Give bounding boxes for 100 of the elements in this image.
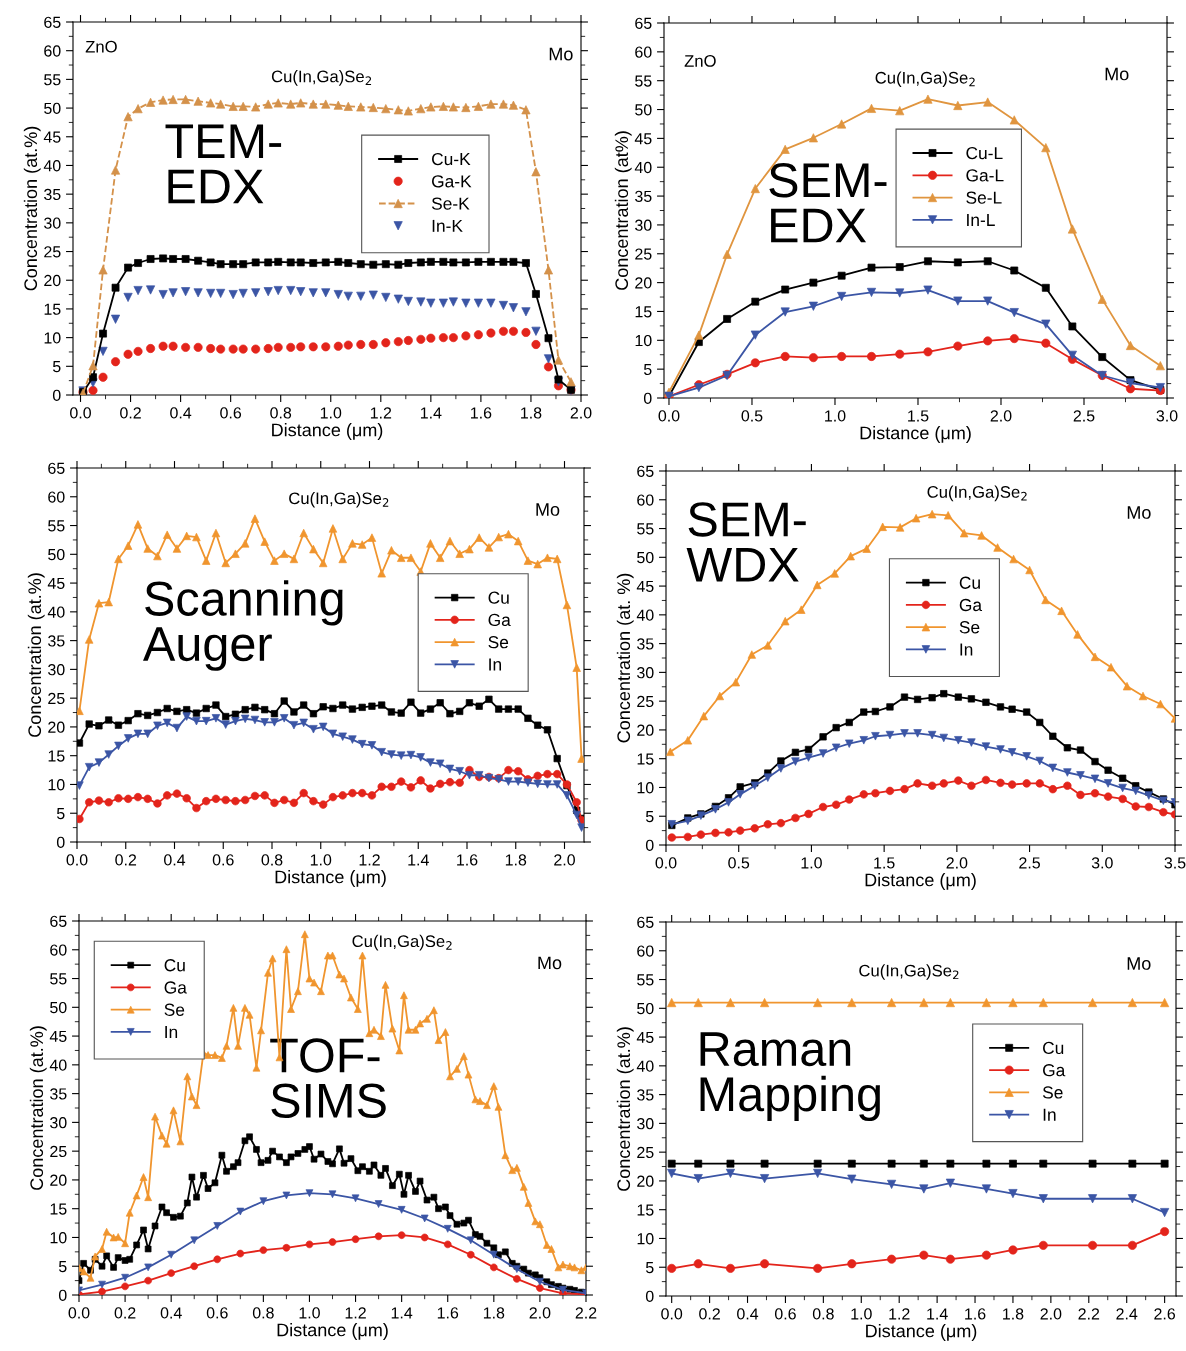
y-tick-label: 45 <box>43 131 61 143</box>
x-tick-label: 2.0 <box>570 407 592 419</box>
y-tick-label: 55 <box>48 520 65 532</box>
x-tick-label: 2.0 <box>529 1307 551 1319</box>
y-tick-label: 35 <box>637 1089 654 1101</box>
legend-label: Ga <box>1043 1064 1066 1077</box>
y-tick-label: 55 <box>635 75 652 87</box>
y-tick-label: 0 <box>58 1289 67 1301</box>
legend-label: In <box>960 643 973 656</box>
y-tick-label: 65 <box>637 465 654 477</box>
legend-label: Cu <box>488 591 509 604</box>
legend-label: Cu-K <box>432 152 471 166</box>
y-tick-label: 20 <box>48 721 65 733</box>
y-tick-label: 30 <box>48 664 65 676</box>
x-tick-label: 0.4 <box>164 854 186 866</box>
y-tick-label: 60 <box>50 944 67 956</box>
y-tick-label: 5 <box>52 361 61 373</box>
legend-label: Ga-L <box>966 169 1004 182</box>
legend-label: Se-K <box>431 197 470 210</box>
x-tick-label: 1.2 <box>345 1307 366 1319</box>
y-tick-label: 60 <box>48 491 65 503</box>
legend-label: Se <box>488 636 509 649</box>
y-tick-label: 30 <box>637 1118 654 1130</box>
legend-label: In <box>1043 1108 1056 1121</box>
y-tick-label: 0 <box>56 836 65 848</box>
x-tick-label: 1.0 <box>299 1307 320 1319</box>
x-tick-label: 2.2 <box>1078 1308 1100 1320</box>
x-tick-label: 1.2 <box>889 1308 910 1320</box>
y-tick-label: 15 <box>44 303 61 315</box>
legend-label: In <box>165 1026 178 1038</box>
x-tick-label: 3.0 <box>1091 857 1113 869</box>
y-tick-label: 45 <box>47 577 65 590</box>
y-tick-label: 0 <box>52 389 61 401</box>
y-tick-label: 10 <box>635 334 652 347</box>
y-tick-label: 55 <box>44 74 61 86</box>
x-tick-label: 1.4 <box>420 407 442 419</box>
x-tick-label: 0.0 <box>70 407 91 419</box>
y-tick-label: 45 <box>634 133 652 145</box>
y-tick-label: 65 <box>48 462 65 474</box>
x-tick-label: 1.0 <box>320 407 342 419</box>
y-tick-label: 15 <box>635 306 652 318</box>
x-tick-label: 2.0 <box>946 857 968 869</box>
x-tick-label: 1.6 <box>965 1308 986 1320</box>
y-tick-label: 0 <box>643 392 652 404</box>
annotation: Cu(In,Ga)Se$_{2}$ <box>289 491 389 508</box>
y-tick-label: 50 <box>44 102 61 115</box>
y-tick-label: 35 <box>637 638 654 650</box>
y-tick-label: 65 <box>50 915 67 927</box>
x-axis-title: Distance (μm) <box>865 873 976 890</box>
annotation: TEM- EDX <box>165 124 282 204</box>
y-tick-label: 5 <box>645 1262 654 1274</box>
x-tick-label: 0.6 <box>220 407 242 419</box>
x-tick-label: 0.5 <box>741 410 763 422</box>
x-axis-title: Distance (μm) <box>277 1323 388 1340</box>
x-tick-label: 1.2 <box>359 854 380 866</box>
y-tick-label: 30 <box>635 219 652 231</box>
x-tick-label: 0.2 <box>120 407 141 419</box>
x-tick-label: 0.5 <box>728 857 750 869</box>
x-tick-label: 0.4 <box>170 407 192 419</box>
y-tick-label: 40 <box>49 1059 67 1071</box>
legend-label: Se-L <box>966 191 1002 204</box>
y-tick-label: 15 <box>637 753 654 765</box>
x-tick-label: 0.8 <box>261 854 283 866</box>
y-tick-label: 5 <box>643 363 652 376</box>
y-tick-label: 25 <box>637 695 654 708</box>
x-tick-label: 2.4 <box>1116 1308 1138 1320</box>
x-tick-label: 0.2 <box>114 1307 136 1319</box>
x-tick-label: 3.5 <box>1164 857 1186 869</box>
x-tick-label: 1.0 <box>801 857 822 869</box>
x-tick-label: 0.8 <box>252 1307 274 1319</box>
x-tick-label: 0.2 <box>115 854 137 866</box>
y-tick-label: 35 <box>48 635 65 647</box>
x-tick-label: 1.8 <box>483 1307 505 1319</box>
legend-label: Ga-K <box>432 175 472 188</box>
y-tick-label: 0 <box>645 839 654 851</box>
x-tick-label: 0.8 <box>270 407 292 419</box>
annotation: ZnO <box>684 55 716 67</box>
y-tick-label: 45 <box>49 1030 67 1043</box>
legend-label: Cu-L <box>966 146 1003 160</box>
x-tick-label: 0.6 <box>212 854 234 866</box>
y-tick-label: 25 <box>48 692 65 705</box>
x-tick-label: 2.0 <box>554 854 575 866</box>
x-tick-label: 1.0 <box>310 854 332 866</box>
x-tick-label: 2.6 <box>1154 1308 1176 1320</box>
legend-label: In <box>489 658 501 671</box>
y-tick-label: 50 <box>635 104 652 116</box>
y-axis-title: Concentration (at.%) <box>29 1026 47 1190</box>
legend-label: Ga <box>488 613 511 627</box>
y-tick-label: 50 <box>637 1002 654 1015</box>
y-tick-label: 65 <box>637 916 654 928</box>
x-tick-label: 1.6 <box>457 854 478 866</box>
y-tick-label: 25 <box>44 246 61 258</box>
x-tick-label: 1.8 <box>521 407 542 419</box>
y-tick-label: 25 <box>50 1145 67 1158</box>
y-tick-label: 40 <box>636 1060 654 1072</box>
y-tick-label: 10 <box>44 332 61 344</box>
y-tick-label: 0 <box>645 1290 654 1302</box>
y-tick-label: 45 <box>636 580 654 593</box>
x-tick-label: 0.0 <box>661 1308 683 1320</box>
y-tick-label: 30 <box>44 217 61 229</box>
